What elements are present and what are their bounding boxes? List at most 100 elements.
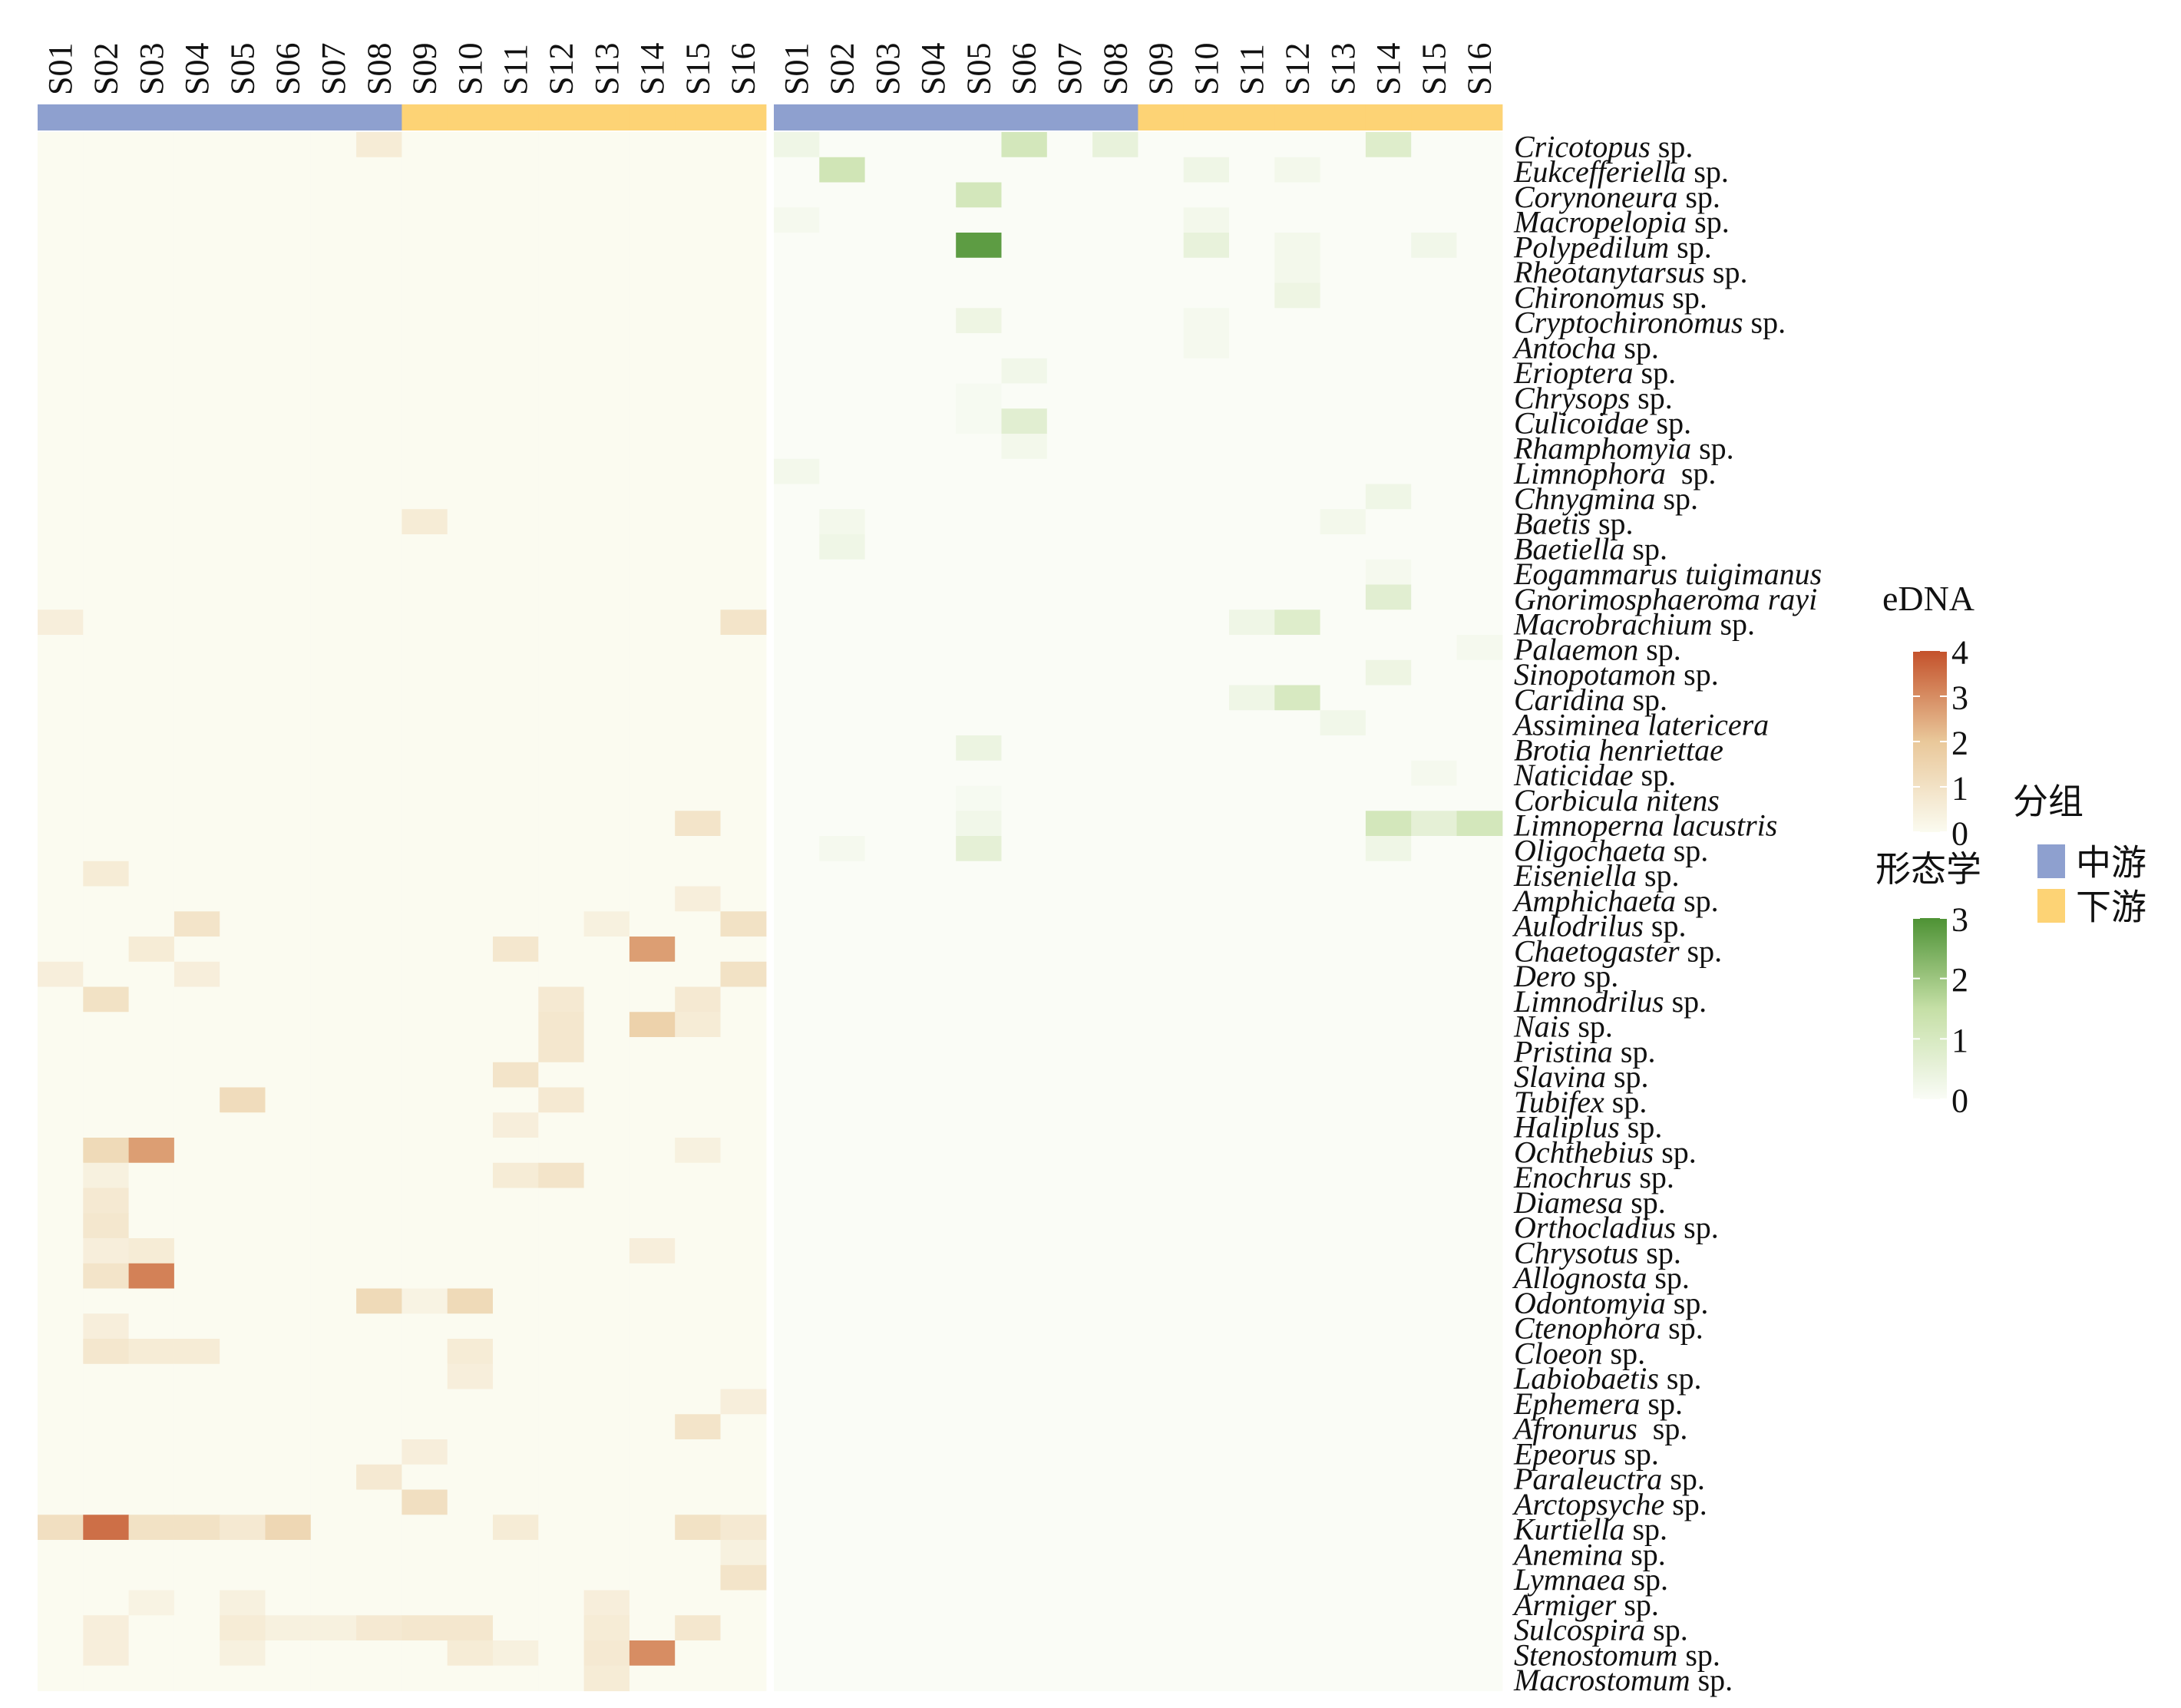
heatmap-cell [356, 937, 402, 963]
species-label: Palaemon sp. [1513, 632, 1681, 666]
heatmap-cell [583, 1389, 630, 1415]
heatmap-cell [1411, 635, 1458, 661]
heatmap-cell [538, 132, 585, 158]
group-bar-cell [1183, 104, 1230, 130]
heatmap-cell [1411, 1564, 1458, 1591]
heatmap-cell [220, 1640, 266, 1667]
species-label: Anemina sp. [1512, 1537, 1666, 1571]
heatmap-cell [1320, 811, 1366, 837]
heatmap-cell [1001, 308, 1048, 334]
species-label: Ochthebius sp. [1514, 1135, 1697, 1169]
sample-label: S06 [1006, 43, 1043, 95]
heatmap-cell [1183, 559, 1230, 586]
heatmap-cell [1274, 911, 1321, 937]
heatmap-cell [1092, 534, 1138, 560]
heatmap-cell [128, 1615, 175, 1641]
heatmap-cell [910, 282, 957, 309]
heatmap-cell [493, 1363, 539, 1390]
heatmap-cell [447, 1238, 494, 1264]
heatmap-cell [220, 1464, 266, 1491]
heatmap-cell [447, 760, 494, 787]
heatmap-cell [538, 358, 585, 385]
heatmap-cell [1274, 534, 1321, 560]
heatmap-cell [1046, 1188, 1093, 1214]
heatmap-cell [173, 1188, 220, 1214]
heatmap-cell [220, 1037, 266, 1063]
heatmap-cell [356, 1112, 402, 1138]
heatmap-cell [356, 961, 402, 988]
heatmap-cell [1138, 257, 1185, 284]
heatmap-cell [1001, 282, 1048, 309]
heatmap-cell [629, 961, 676, 988]
heatmap-cell [1456, 986, 1503, 1013]
heatmap-cell [1092, 1564, 1138, 1591]
heatmap-cell [720, 1112, 767, 1138]
heatmap-cell [910, 1665, 957, 1692]
heatmap-cell [493, 383, 539, 409]
heatmap-cell [1365, 509, 1412, 535]
heatmap-cell [1320, 886, 1366, 912]
heatmap-cell [774, 1263, 820, 1290]
heatmap-cell [864, 358, 911, 385]
heatmap-cell [402, 484, 448, 510]
heatmap-cell [38, 584, 84, 610]
heatmap-cell [629, 383, 676, 409]
heatmap-cell [1411, 282, 1458, 309]
heatmap-cell [774, 308, 820, 334]
heatmap-cell [774, 584, 820, 610]
sample-label: S14 [633, 43, 671, 95]
heatmap-cell [356, 1363, 402, 1390]
heatmap-cell [1046, 207, 1093, 233]
heatmap-cell [538, 333, 585, 359]
heatmap-cell [864, 1464, 911, 1491]
heatmap-cell [774, 710, 820, 736]
heatmap-cell [774, 509, 820, 535]
heatmap-cell [720, 886, 767, 912]
heatmap-cell [819, 735, 866, 761]
heatmap-cell [910, 408, 957, 434]
heatmap-cell [356, 1012, 402, 1038]
heatmap-cell [83, 1087, 130, 1113]
heatmap-cell [774, 1288, 820, 1314]
heatmap-cell [356, 1238, 402, 1264]
heatmap-cell [1138, 836, 1185, 862]
heatmap-cell [402, 1389, 448, 1415]
heatmap-cell [1365, 207, 1412, 233]
heatmap-cell [38, 710, 84, 736]
heatmap-cell [1411, 1012, 1458, 1038]
heatmap-cell [1046, 911, 1093, 937]
heatmap-cell [675, 157, 722, 183]
heatmap-cell [173, 659, 220, 686]
heatmap-cell [265, 937, 312, 963]
heatmap-cell [1274, 333, 1321, 359]
heatmap-cell [956, 685, 1003, 711]
heatmap-cell [1046, 408, 1093, 434]
heatmap-cell [1138, 282, 1185, 309]
species-label: Aulodrilus sp. [1512, 908, 1686, 943]
heatmap-cell [83, 1213, 130, 1239]
heatmap-cell [1046, 1564, 1093, 1591]
heatmap-cell [774, 1213, 820, 1239]
heatmap-cell [402, 1138, 448, 1164]
heatmap-cell [128, 1263, 175, 1290]
heatmap-cell [720, 1389, 767, 1415]
heatmap-cell [38, 785, 84, 811]
heatmap-cell [675, 911, 722, 937]
heatmap-cell [1229, 1615, 1275, 1641]
group-bar-cell [447, 104, 494, 130]
heatmap-cell [493, 911, 539, 937]
heatmap-cell [1092, 1162, 1138, 1189]
heatmap-cell [538, 534, 585, 560]
heatmap-cell [1274, 1515, 1321, 1541]
heatmap-cell [864, 257, 911, 284]
species-label: Ephemera sp. [1513, 1386, 1683, 1420]
heatmap-cell [1411, 1389, 1458, 1415]
heatmap-cell [675, 735, 722, 761]
heatmap-cell [629, 635, 676, 661]
heatmap-cell [1046, 1288, 1093, 1314]
heatmap-cell [819, 961, 866, 988]
heatmap-cell [864, 685, 911, 711]
heatmap-cell [1138, 760, 1185, 787]
heatmap-cell [864, 1564, 911, 1591]
species-label: Slavina sp. [1514, 1059, 1649, 1094]
